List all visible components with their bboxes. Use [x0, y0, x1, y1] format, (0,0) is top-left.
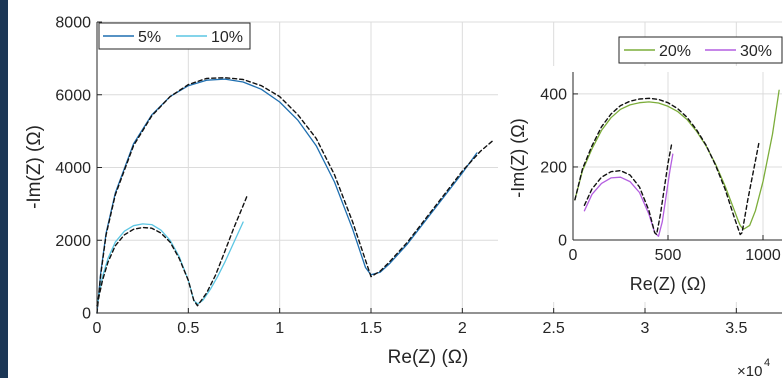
inset-x-tick-labels: 0 500 1000	[569, 247, 781, 264]
inset-y-tick-label-0: 0	[558, 233, 567, 250]
inset-x-tick-label-2: 1000	[745, 247, 781, 264]
main-x-axis-label: Re(Z) (Ω)	[388, 347, 469, 368]
x-exponent: ×10 4	[737, 357, 770, 378]
main-series-2-fit-line	[96, 77, 495, 314]
x-exponent-base: ×10	[737, 363, 762, 378]
main-x-tick-label-0: 0	[93, 320, 102, 337]
main-legend: 5% 10%	[98, 22, 251, 50]
main-y-tick-labels: 0 2000 4000 6000 8000	[55, 15, 91, 323]
main-x-tick-label-6: 3	[641, 320, 650, 337]
main-y-tick-label-3: 6000	[55, 87, 91, 104]
main-y-axis-label: -Im(Z) (Ω)	[24, 125, 45, 209]
legend-label-30pct: 30%	[740, 43, 772, 60]
inset-series-1-line	[583, 153, 674, 237]
window-edge	[0, 0, 8, 378]
inset-plot-area	[573, 72, 782, 240]
main-x-tick-label-1: 0.5	[177, 320, 199, 337]
main-axes	[96, 21, 782, 314]
inset-y-tick-label-2: 400	[540, 87, 567, 104]
main-y-tick-label-0: 0	[82, 306, 91, 323]
main-series-0-line	[96, 78, 478, 314]
legend-label-20pct: 20%	[659, 43, 691, 60]
inset-x-axis-label: Re(Z) (Ω)	[630, 274, 706, 294]
legend-label-10pct: 10%	[211, 29, 243, 46]
main-x-tick-label-7: 3.5	[725, 320, 747, 337]
main-y-tick-label-1: 2000	[55, 233, 91, 250]
main-series-group	[96, 77, 495, 314]
main-x-tick-label-5: 2.5	[543, 320, 565, 337]
inset-y-axis-label: -Im(Z) (Ω)	[508, 118, 528, 197]
inset-x-tick-label-0: 0	[569, 247, 578, 264]
legend-label-5pct: 5%	[138, 29, 161, 46]
inset-series-2-fit-line	[574, 97, 760, 236]
inset-grid	[573, 72, 782, 240]
inset-axes	[572, 72, 782, 241]
main-series-1-line	[96, 221, 244, 307]
main-y-tick-label-4: 8000	[55, 15, 91, 32]
main-x-tick-label-2: 1	[275, 320, 284, 337]
x-exponent-power: 4	[764, 357, 770, 369]
inset-y-tick-label-1: 200	[540, 160, 567, 177]
inset-y-tick-labels: 0 200 400	[540, 87, 567, 250]
main-y-tick-label-2: 4000	[55, 160, 91, 177]
inset-series-0-line	[574, 89, 780, 230]
main-series-3-fit-line	[96, 195, 248, 307]
inset-chart: 0 500 1000 0 200 400 Re(Z) (Ω) -Im(Z) (Ω) 20…	[498, 36, 784, 302]
inset-series-3-fit-line	[583, 142, 673, 236]
inset-legend: 20% 30%	[618, 36, 783, 64]
main-x-tick-labels: 0 0.5 1 1.5 2 2.5 3 3.5	[93, 320, 748, 337]
inset-series-group	[574, 89, 780, 237]
inset-x-tick-label-1: 500	[655, 247, 682, 264]
main-x-tick-label-4: 2	[458, 320, 467, 337]
main-x-tick-label-3: 1.5	[360, 320, 382, 337]
